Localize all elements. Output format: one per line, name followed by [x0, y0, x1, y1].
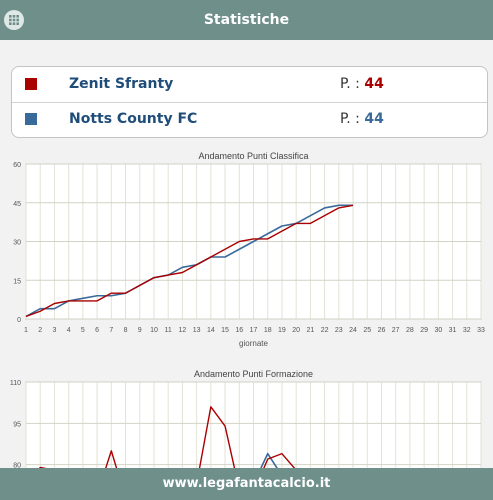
x-tick-label: 28 [406, 327, 414, 334]
points-value: 44 [364, 111, 384, 127]
x-tick-label: 25 [363, 327, 371, 334]
series-line-0 [25, 204, 354, 318]
x-tick-label: 13 [193, 327, 201, 334]
y-tick-label: 110 [10, 380, 21, 387]
x-axis-label: giornate [239, 339, 268, 348]
x-tick-label: 15 [221, 327, 229, 334]
y-tick-label: 45 [13, 201, 21, 208]
x-tick-label: 12 [179, 327, 187, 334]
y-tick-label: 95 [13, 421, 21, 428]
x-tick-label: 9 [138, 327, 142, 334]
team-name: Zenit Sfranty [69, 76, 174, 92]
chart-title: Andamento Punti Formazione [194, 369, 313, 379]
points-label: P. : [340, 111, 360, 127]
page-title: Statistiche [203, 12, 290, 28]
team-name: Notts County FC [69, 111, 198, 127]
points-value: 44 [364, 76, 384, 92]
x-tick-label: 1 [24, 327, 28, 334]
footer-link[interactable]: www.legafantacalcio.it [0, 468, 493, 500]
chart-title: Andamento Punti Classifica [198, 151, 308, 161]
x-tick-label: 33 [477, 327, 485, 334]
x-tick-label: 27 [392, 327, 400, 334]
x-tick-label: 21 [306, 327, 314, 334]
formation-points-chart: Andamento Punti Formazione 80 95 110 [10, 369, 482, 468]
app-header: Statistiche [0, 0, 493, 40]
x-tick-label: 4 [67, 327, 71, 334]
y-tick-label: 0 [17, 317, 21, 324]
series-line-1 [25, 204, 354, 318]
grid-menu-icon [9, 15, 19, 25]
grid-menu-button[interactable] [4, 10, 24, 30]
teams-legend: Zenit Sfranty P. : 44 Notts County FC P.… [11, 66, 488, 138]
x-tick-label: 23 [335, 327, 343, 334]
team-color-swatch [25, 113, 37, 125]
y-tick-label: 80 [13, 463, 21, 468]
x-tick-label: 20 [292, 327, 300, 334]
x-tick-label: 10 [150, 327, 158, 334]
x-tick-label: 18 [264, 327, 272, 334]
x-tick-label: 29 [420, 327, 428, 334]
y-tick-label: 15 [13, 278, 21, 285]
team-row-zenit[interactable]: Zenit Sfranty P. : 44 [12, 67, 487, 103]
x-tick-label: 3 [52, 327, 56, 334]
x-tick-label: 7 [109, 327, 113, 334]
points-label: P. : [340, 76, 360, 92]
x-tick-label: 19 [278, 327, 286, 334]
x-tick-label: 11 [165, 327, 172, 334]
y-tick-label: 30 [13, 240, 21, 247]
team-points: P. : 44 [340, 76, 384, 92]
x-tick-label: 26 [378, 327, 386, 334]
x-tick-label: 16 [235, 327, 243, 334]
x-tick-label: 17 [250, 327, 258, 334]
team-color-swatch [25, 78, 37, 90]
team-points: P. : 44 [340, 111, 384, 127]
x-tick-label: 30 [434, 327, 442, 334]
x-tick-label: 14 [207, 327, 215, 334]
x-tick-label: 32 [463, 327, 471, 334]
x-tick-label: 5 [81, 327, 85, 334]
x-tick-label: 31 [449, 327, 457, 334]
y-tick-label: 60 [13, 162, 21, 169]
team-row-notts[interactable]: Notts County FC P. : 44 [12, 102, 487, 137]
x-tick-label: 6 [95, 327, 99, 334]
x-tick-label: 22 [321, 327, 329, 334]
x-tick-label: 2 [38, 327, 42, 334]
x-tick-label: 8 [124, 327, 128, 334]
x-tick-label: 24 [349, 327, 357, 334]
